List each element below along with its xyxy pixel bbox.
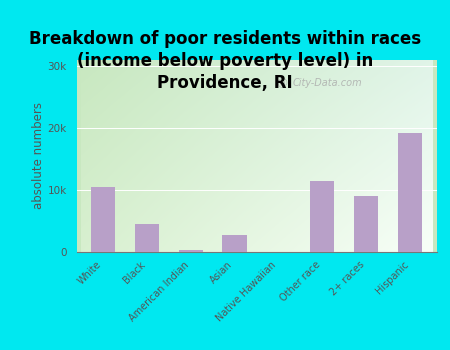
Bar: [91, 187, 115, 252]
Bar: [135, 224, 159, 252]
Bar: [354, 196, 378, 252]
Bar: [222, 235, 247, 252]
Text: @: @: [276, 78, 288, 88]
Bar: [398, 133, 422, 252]
Bar: [310, 181, 334, 252]
Text: Breakdown of poor residents within races
(income below poverty level) in
Provide: Breakdown of poor residents within races…: [29, 30, 421, 92]
Bar: [179, 250, 202, 252]
Y-axis label: absolute numbers: absolute numbers: [32, 102, 45, 209]
Text: City-Data.com: City-Data.com: [292, 78, 362, 88]
